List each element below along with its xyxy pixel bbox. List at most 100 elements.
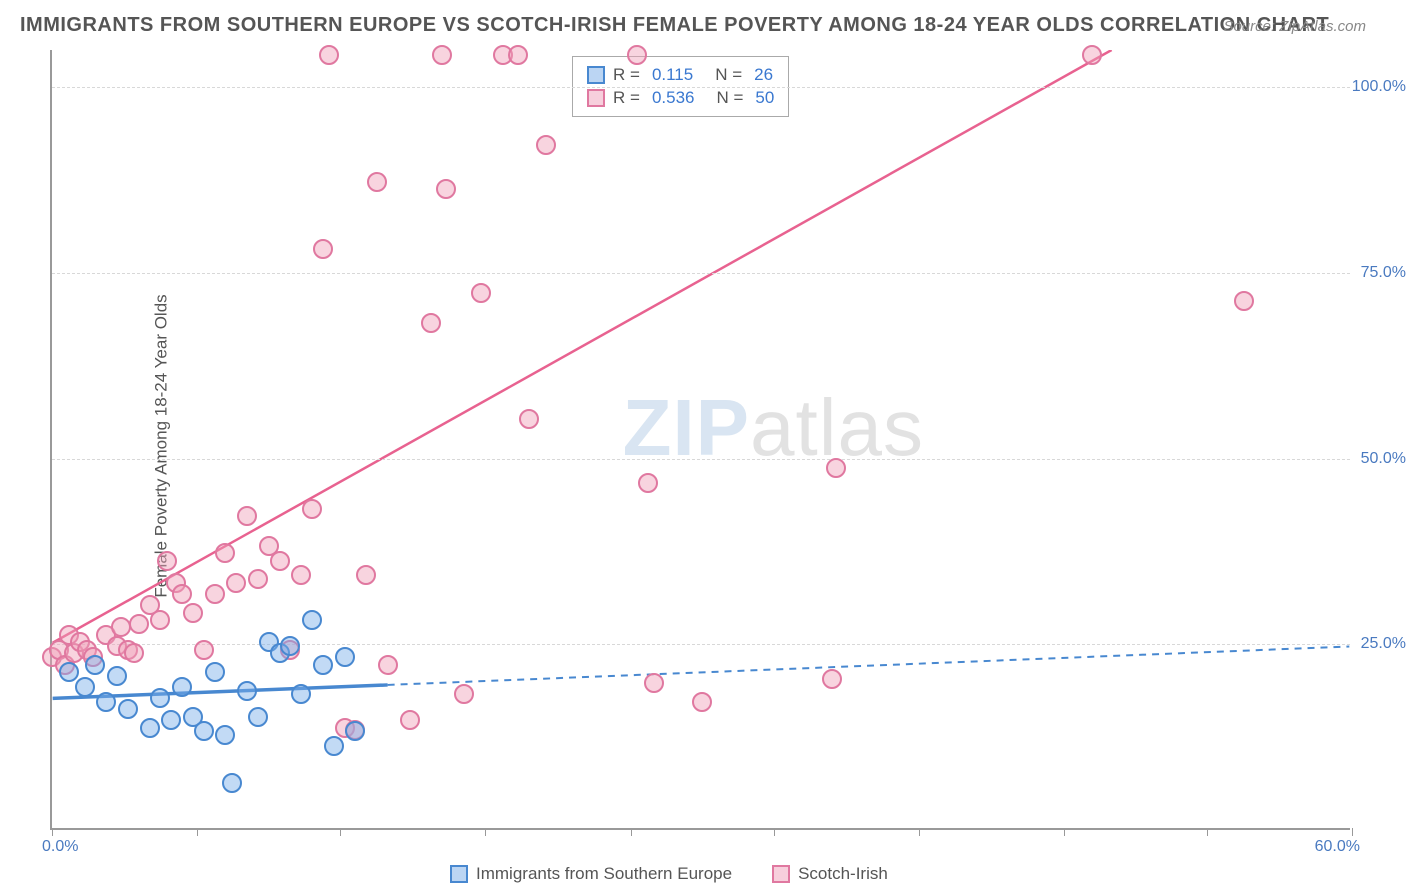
- data-point-pink: [172, 584, 192, 604]
- swatch-blue-icon: [450, 865, 468, 883]
- ytick-label: 25.0%: [1361, 635, 1406, 653]
- data-point-pink: [692, 692, 712, 712]
- ytick-label: 50.0%: [1361, 450, 1406, 468]
- data-point-pink: [378, 655, 398, 675]
- series-legend-blue: Immigrants from Southern Europe: [450, 864, 732, 884]
- data-point-pink: [471, 283, 491, 303]
- swatch-pink-icon: [772, 865, 790, 883]
- data-point-blue: [345, 721, 365, 741]
- swatch-blue-icon: [587, 66, 605, 84]
- data-point-blue: [118, 699, 138, 719]
- data-point-pink: [270, 551, 290, 571]
- data-point-pink: [421, 313, 441, 333]
- data-point-pink: [454, 684, 474, 704]
- r-value-blue: 0.115: [652, 65, 693, 85]
- data-point-pink: [150, 610, 170, 630]
- data-point-pink: [436, 179, 456, 199]
- data-point-blue: [194, 721, 214, 741]
- data-point-blue: [107, 666, 127, 686]
- data-point-pink: [536, 135, 556, 155]
- data-point-pink: [1082, 45, 1102, 65]
- data-point-blue: [150, 688, 170, 708]
- data-point-pink: [124, 643, 144, 663]
- data-point-blue: [313, 655, 333, 675]
- xlabel-max: 60.0%: [1315, 838, 1360, 856]
- data-point-blue: [96, 692, 116, 712]
- legend-row-blue: R = 0.115 N = 26: [587, 65, 774, 85]
- data-point-pink: [644, 673, 664, 693]
- data-point-blue: [161, 710, 181, 730]
- gridline: [52, 87, 1350, 88]
- xtick: [197, 828, 198, 836]
- gridline: [52, 273, 1350, 274]
- data-point-pink: [215, 543, 235, 563]
- data-point-blue: [335, 647, 355, 667]
- data-point-blue: [140, 718, 160, 738]
- data-point-pink: [432, 45, 452, 65]
- xtick: [485, 828, 486, 836]
- data-point-pink: [194, 640, 214, 660]
- chart-title: IMMIGRANTS FROM SOUTHERN EUROPE VS SCOTC…: [20, 14, 1329, 37]
- data-point-pink: [822, 669, 842, 689]
- xtick: [1064, 828, 1065, 836]
- series-legend: Immigrants from Southern Europe Scotch-I…: [450, 864, 888, 884]
- n-value-pink: 50: [755, 88, 774, 108]
- series-label-pink: Scotch-Irish: [798, 864, 888, 884]
- data-point-pink: [1234, 291, 1254, 311]
- legend-row-pink: R = 0.536 N = 50: [587, 88, 774, 108]
- data-point-pink: [313, 239, 333, 259]
- xtick: [631, 828, 632, 836]
- data-point-blue: [324, 736, 344, 756]
- data-point-blue: [302, 610, 322, 630]
- data-point-blue: [205, 662, 225, 682]
- data-point-pink: [302, 499, 322, 519]
- swatch-pink-icon: [587, 89, 605, 107]
- data-point-blue: [222, 773, 242, 793]
- xtick: [1352, 828, 1353, 836]
- data-point-pink: [183, 603, 203, 623]
- data-point-blue: [280, 636, 300, 656]
- series-label-blue: Immigrants from Southern Europe: [476, 864, 732, 884]
- source-attribution: Source: ZipAtlas.com: [1223, 18, 1366, 35]
- data-point-blue: [75, 677, 95, 697]
- scatter-plot: R = 0.115 N = 26 R = 0.536 N = 50 25.0%5…: [50, 50, 1350, 830]
- data-point-pink: [826, 458, 846, 478]
- data-point-blue: [237, 681, 257, 701]
- gridline: [52, 459, 1350, 460]
- xtick: [52, 828, 53, 836]
- data-point-pink: [291, 565, 311, 585]
- data-point-pink: [248, 569, 268, 589]
- data-point-pink: [319, 45, 339, 65]
- data-point-pink: [157, 551, 177, 571]
- data-point-blue: [215, 725, 235, 745]
- r-label: R =: [613, 88, 640, 108]
- n-label: N =: [716, 88, 743, 108]
- data-point-pink: [237, 506, 257, 526]
- xtick: [340, 828, 341, 836]
- data-point-pink: [627, 45, 647, 65]
- gridline: [52, 644, 1350, 645]
- r-label: R =: [613, 65, 640, 85]
- data-point-pink: [356, 565, 376, 585]
- data-point-pink: [367, 172, 387, 192]
- data-point-pink: [638, 473, 658, 493]
- data-point-blue: [291, 684, 311, 704]
- r-value-pink: 0.536: [652, 88, 695, 108]
- data-point-blue: [248, 707, 268, 727]
- xtick: [774, 828, 775, 836]
- ytick-label: 75.0%: [1361, 264, 1406, 282]
- xlabel-min: 0.0%: [42, 838, 78, 856]
- xtick: [919, 828, 920, 836]
- data-point-blue: [172, 677, 192, 697]
- data-point-blue: [85, 655, 105, 675]
- series-legend-pink: Scotch-Irish: [772, 864, 888, 884]
- data-point-pink: [226, 573, 246, 593]
- data-point-pink: [400, 710, 420, 730]
- n-value-blue: 26: [754, 65, 773, 85]
- data-point-pink: [519, 409, 539, 429]
- ytick-label: 100.0%: [1352, 78, 1406, 96]
- xtick: [1207, 828, 1208, 836]
- data-point-pink: [129, 614, 149, 634]
- data-point-pink: [205, 584, 225, 604]
- n-label: N =: [715, 65, 742, 85]
